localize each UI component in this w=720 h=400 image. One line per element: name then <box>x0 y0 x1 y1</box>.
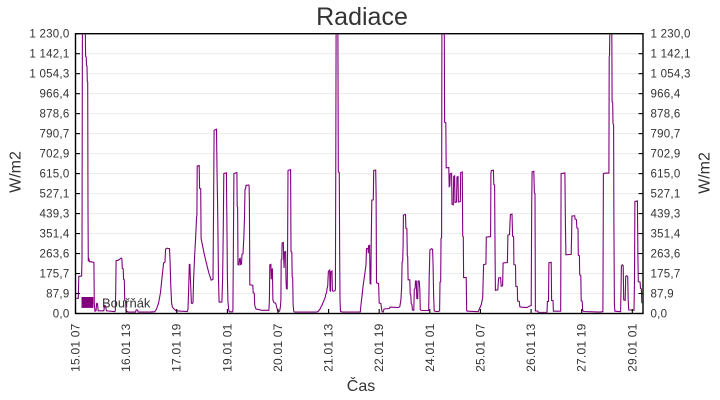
svg-text:0,0: 0,0 <box>53 308 70 320</box>
svg-text:20.01 07: 20.01 07 <box>271 323 285 371</box>
svg-text:25.01 07: 25.01 07 <box>473 323 487 371</box>
svg-text:Čas: Čas <box>347 376 375 395</box>
svg-text:1 142,1: 1 142,1 <box>29 49 69 61</box>
svg-text:966,4: 966,4 <box>651 89 681 101</box>
svg-text:87,9: 87,9 <box>651 288 674 300</box>
svg-text:439,3: 439,3 <box>651 209 681 221</box>
svg-text:24.01 01: 24.01 01 <box>423 323 437 371</box>
svg-text:527,1: 527,1 <box>651 189 681 201</box>
svg-text:1 230,0: 1 230,0 <box>651 29 691 41</box>
svg-text:615,0: 615,0 <box>651 169 681 181</box>
svg-text:1 142,1: 1 142,1 <box>651 49 691 61</box>
svg-text:1 054,3: 1 054,3 <box>29 69 69 81</box>
svg-text:21.01 13: 21.01 13 <box>322 323 336 371</box>
svg-text:351,4: 351,4 <box>39 229 69 241</box>
svg-text:790,7: 790,7 <box>651 129 681 141</box>
svg-text:175,7: 175,7 <box>651 268 681 280</box>
svg-text:0,0: 0,0 <box>651 308 668 320</box>
svg-text:790,7: 790,7 <box>39 129 69 141</box>
svg-text:22.01 19: 22.01 19 <box>372 323 386 371</box>
svg-text:W/m2: W/m2 <box>697 152 714 194</box>
svg-text:Bouřňák: Bouřňák <box>102 295 151 310</box>
svg-text:16.01 13: 16.01 13 <box>119 323 133 371</box>
svg-text:966,4: 966,4 <box>39 89 69 101</box>
svg-text:351,4: 351,4 <box>651 229 681 241</box>
svg-text:W/m2: W/m2 <box>8 151 25 193</box>
svg-text:615,0: 615,0 <box>39 169 69 181</box>
svg-text:175,7: 175,7 <box>39 268 69 280</box>
svg-text:27.01 19: 27.01 19 <box>575 323 589 371</box>
svg-text:15.01 07: 15.01 07 <box>69 323 83 371</box>
svg-text:26.01 13: 26.01 13 <box>524 323 538 371</box>
svg-text:878,6: 878,6 <box>651 109 681 121</box>
svg-text:19.01 01: 19.01 01 <box>220 323 234 371</box>
svg-text:17.01 19: 17.01 19 <box>170 323 184 371</box>
svg-text:1 054,3: 1 054,3 <box>651 69 691 81</box>
svg-text:Radiace: Radiace <box>316 3 408 31</box>
svg-text:878,6: 878,6 <box>39 109 69 121</box>
svg-text:702,9: 702,9 <box>651 149 681 161</box>
svg-text:1 230,0: 1 230,0 <box>29 29 69 41</box>
svg-text:527,1: 527,1 <box>39 189 69 201</box>
svg-text:87,9: 87,9 <box>46 288 69 300</box>
svg-text:263,6: 263,6 <box>39 248 69 260</box>
svg-text:263,6: 263,6 <box>651 248 681 260</box>
svg-text:29.01 01: 29.01 01 <box>625 323 639 371</box>
svg-text:439,3: 439,3 <box>39 209 69 221</box>
svg-text:702,9: 702,9 <box>39 149 69 161</box>
